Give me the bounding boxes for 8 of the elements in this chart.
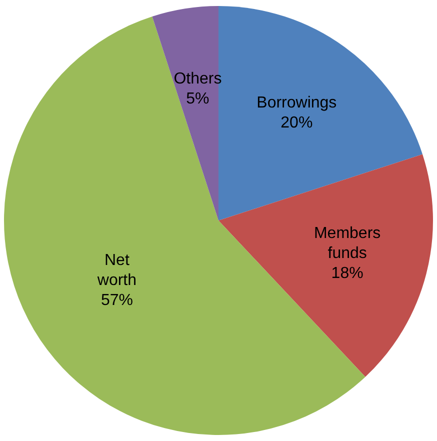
slice-label: Members funds bbox=[314, 224, 381, 262]
data-label: 20% bbox=[280, 114, 313, 132]
data-label: 57% bbox=[100, 292, 133, 309]
slice-label: Net worth bbox=[96, 252, 137, 289]
slice-label: Others bbox=[174, 70, 222, 88]
data-label: 5% bbox=[186, 90, 210, 108]
slice-label: Borrowings bbox=[256, 94, 337, 112]
data-label: 18% bbox=[331, 264, 364, 282]
